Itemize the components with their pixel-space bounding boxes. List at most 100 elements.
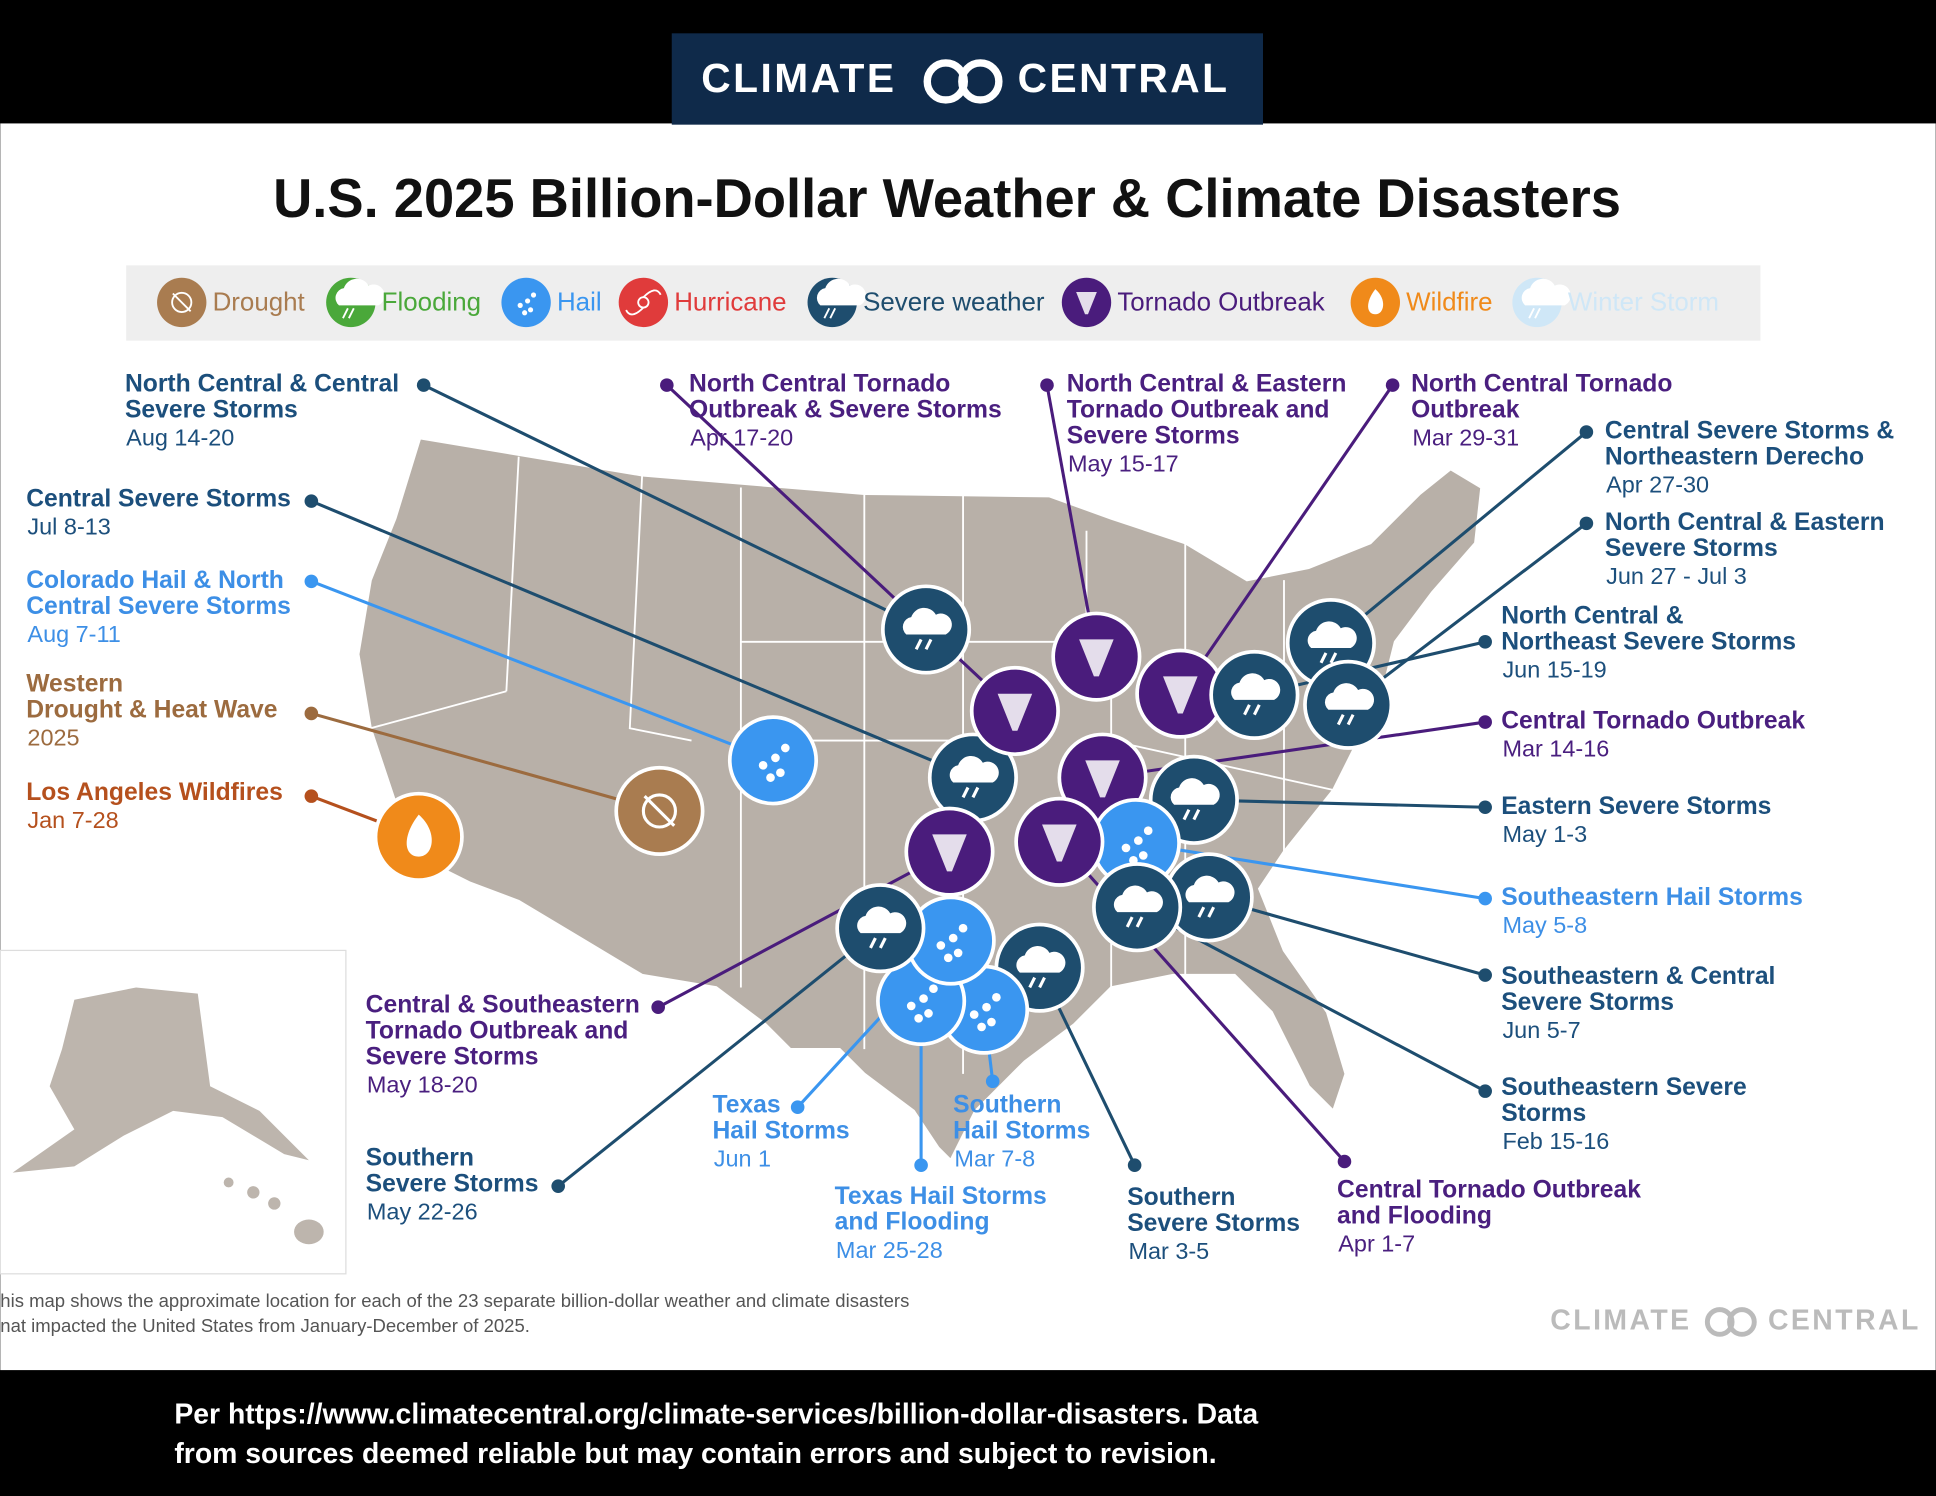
event-dates: Jun 27 - Jul 3	[1606, 563, 1747, 589]
title: U.S. 2025 Billion-Dollar Weather & Clima…	[273, 168, 1621, 229]
glyph	[958, 923, 968, 933]
glyph	[906, 1001, 916, 1011]
leader-dot	[1478, 1084, 1492, 1098]
glyph	[949, 755, 999, 783]
glyph	[643, 795, 676, 827]
leader-dot	[304, 789, 319, 803]
leader-line	[310, 579, 774, 762]
event-name: Outbreak	[1411, 397, 1520, 424]
leader-line	[1208, 895, 1486, 977]
event-name: Severe Storms	[366, 1170, 539, 1197]
leader-line	[1329, 430, 1588, 645]
glyph	[961, 786, 980, 799]
leader-dot	[551, 1179, 565, 1193]
glyph	[953, 948, 963, 958]
glyph	[977, 1022, 986, 1032]
leader-dot	[1478, 968, 1492, 982]
event-dates: Apr 17-20	[690, 425, 793, 451]
glyph	[1368, 289, 1384, 315]
glyph	[943, 953, 953, 963]
event-dates: 2025	[27, 725, 79, 751]
glyph	[1319, 652, 1338, 664]
event-name: Hail Storms	[953, 1117, 1090, 1144]
event-name: Western	[26, 671, 123, 698]
event-name: Southern	[1127, 1184, 1235, 1211]
event-name: Texas Hail Storms	[835, 1183, 1047, 1210]
legend-label: Hail	[557, 288, 602, 316]
leader-dot	[1385, 378, 1400, 392]
glyph	[1185, 875, 1235, 903]
glyph	[992, 993, 1001, 1002]
event-icons	[373, 584, 1394, 1055]
event-name: Severe Storms	[366, 1043, 539, 1070]
glyph	[1016, 946, 1066, 973]
leader-line	[310, 499, 974, 780]
event-dates: May 1-3	[1502, 821, 1587, 847]
leader-line	[422, 383, 927, 631]
event-name: North Central & Central	[125, 371, 399, 398]
glyph	[1231, 673, 1281, 700]
glyph	[525, 298, 531, 304]
leader-line	[1347, 522, 1588, 707]
leader-dot	[1478, 715, 1492, 729]
event-dates: May 15-17	[1068, 451, 1179, 477]
footer-logo: CENTRAL	[1768, 1304, 1921, 1336]
event-dates: Aug 14-20	[126, 425, 234, 451]
leader-dot	[1478, 891, 1492, 906]
event-name: Colorado Hail & North	[26, 567, 284, 594]
footer-logo-symbol	[1704, 1307, 1757, 1337]
leader-line	[1045, 384, 1098, 657]
event-dates: Apr 27-30	[1606, 472, 1709, 498]
glyph	[816, 278, 866, 306]
leader-dot	[416, 378, 431, 392]
footnote: his map shows the approximate location f…	[0, 1290, 909, 1311]
event-name: Central Tornado Outbreak	[1501, 708, 1805, 735]
glyph	[530, 292, 537, 298]
us-mainland	[356, 436, 1483, 1163]
glyph	[522, 310, 528, 316]
leader-line	[1179, 384, 1394, 695]
caption: Per https://www.climatecentral.org/clima…	[174, 1398, 1258, 1430]
event-name: Tornado Outbreak and	[1067, 397, 1330, 424]
leader-dot	[304, 574, 319, 589]
legend-label: Flooding	[382, 288, 481, 316]
glyph	[1134, 836, 1143, 845]
glyph	[914, 1013, 923, 1023]
legend-box	[126, 265, 1761, 341]
event-dates: Mar 25-28	[836, 1237, 943, 1263]
glyph	[1163, 676, 1198, 714]
glyph	[1121, 843, 1131, 853]
event-name: Severe Storms	[1605, 535, 1778, 562]
leader-dot	[985, 1074, 1000, 1089]
glyph	[625, 289, 662, 316]
glyph	[1079, 639, 1114, 677]
glyph	[914, 638, 933, 650]
event-labels: North Central & Central Severe Storms Aug …	[26, 371, 1894, 1264]
caption: from sources deemed reliable but may con…	[174, 1438, 1216, 1470]
glyph	[1307, 621, 1357, 649]
leader-dot	[790, 1100, 805, 1114]
glyph	[1528, 307, 1541, 319]
leader-line	[1135, 841, 1486, 901]
glyph	[857, 906, 907, 934]
glyph	[1028, 976, 1046, 989]
event-name: Central Tornado Outbreak	[1337, 1177, 1641, 1204]
glyph	[1243, 704, 1261, 716]
legend-label: Wildfire	[1406, 288, 1492, 316]
event-dates: Jan 7-28	[27, 807, 118, 833]
glyph	[1042, 824, 1077, 862]
hawaii	[223, 1177, 324, 1245]
event-name: Southeastern & Central	[1501, 963, 1775, 990]
event-name: Central Severe Storms	[26, 593, 291, 620]
glyph	[869, 937, 887, 949]
legend: Drought Flooding Hail Hurricane Severe weath…	[157, 277, 1719, 328]
logo-text: CENTRAL	[1018, 55, 1230, 101]
legend-label: Winter Storm	[1568, 288, 1719, 316]
event-name: Texas	[712, 1091, 780, 1118]
glyph	[641, 793, 678, 829]
glyph	[342, 307, 355, 319]
leader-dot	[651, 1000, 665, 1014]
event-name: Central Severe Storms &	[1605, 418, 1895, 445]
event-name: Severe Storms	[1067, 422, 1240, 449]
